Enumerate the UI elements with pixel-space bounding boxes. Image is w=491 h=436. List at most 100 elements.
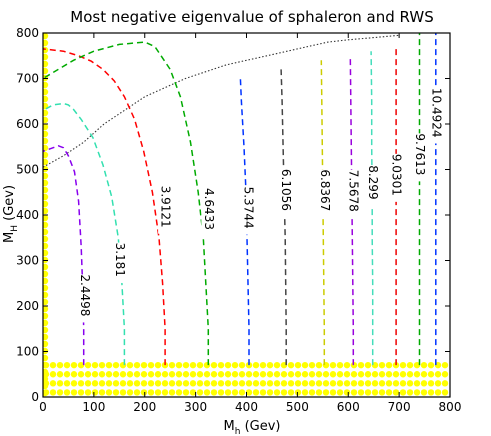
grid-marker	[105, 361, 113, 369]
grid-marker	[399, 361, 407, 369]
grid-marker	[43, 235, 49, 243]
y-axis-label: MH (Gev)	[2, 185, 20, 243]
grid-marker	[161, 380, 169, 387]
grid-marker	[336, 361, 344, 369]
contour-line	[43, 144, 85, 366]
grid-marker	[259, 389, 267, 396]
grid-marker	[238, 380, 246, 387]
grid-marker	[280, 371, 288, 378]
grid-marker	[112, 389, 120, 396]
grid-marker	[105, 389, 113, 396]
grid-marker	[378, 380, 386, 387]
grid-marker	[224, 371, 232, 378]
grid-marker	[119, 371, 127, 378]
contour-label: 4.6433	[202, 188, 216, 230]
grid-marker	[43, 95, 49, 103]
y-tick-label: 500	[16, 163, 39, 177]
grid-marker	[308, 361, 316, 369]
grid-marker	[98, 371, 106, 378]
contour-label-bg	[317, 169, 332, 218]
grid-marker	[315, 389, 323, 396]
grid-marker	[315, 380, 323, 387]
grid-marker	[43, 368, 49, 376]
grid-marker	[43, 228, 49, 236]
grid-marker	[119, 389, 127, 396]
grid-marker	[147, 380, 155, 387]
grid-marker	[43, 284, 49, 292]
grid-marker	[427, 380, 435, 387]
grid-marker	[154, 371, 162, 378]
grid-marker	[189, 371, 197, 378]
grid-marker	[392, 371, 400, 378]
grid-marker	[43, 144, 49, 152]
grid-marker	[308, 371, 316, 378]
grid-marker	[63, 380, 71, 387]
grid-marker	[434, 389, 442, 396]
grid-marker	[378, 361, 386, 369]
grid-marker	[273, 371, 281, 378]
grid-marker	[154, 361, 162, 369]
grid-marker	[238, 361, 246, 369]
grid-marker	[43, 270, 49, 278]
grid-marker	[175, 389, 183, 396]
grid-marker	[196, 389, 204, 396]
grid-marker	[43, 137, 49, 145]
y-tick-label: 700	[16, 72, 39, 86]
grid-marker	[399, 389, 407, 396]
grid-marker	[133, 389, 141, 396]
x-tick-label: 800	[439, 400, 462, 414]
grid-marker	[98, 380, 106, 387]
contour-label: 2.4498	[78, 274, 92, 316]
grid-marker	[329, 371, 337, 378]
grid-marker	[308, 389, 316, 396]
grid-marker	[43, 361, 49, 369]
grid-marker	[112, 361, 120, 369]
grid-marker	[322, 371, 330, 378]
grid-marker	[43, 151, 49, 159]
grid-marker	[154, 389, 162, 396]
grid-marker	[43, 39, 49, 47]
grid-marker	[217, 371, 225, 378]
contour-label-bg	[241, 186, 256, 235]
contour-label: 6.1056	[279, 169, 293, 211]
grid-marker	[406, 361, 414, 369]
y-tick-label: 400	[16, 208, 39, 222]
grid-marker	[140, 371, 148, 378]
contour-label-bg	[158, 185, 173, 234]
grid-marker	[43, 249, 49, 257]
grid-marker	[43, 389, 49, 397]
grid-marker	[399, 380, 407, 387]
contour-label-bg	[77, 274, 92, 323]
grid-marker	[357, 389, 365, 396]
grid-marker	[420, 371, 428, 378]
grid-marker	[392, 361, 400, 369]
grid-marker	[98, 361, 106, 369]
grid-marker	[43, 88, 49, 96]
grid-marker	[161, 361, 169, 369]
boundary-curve	[42, 34, 400, 168]
grid-marker	[266, 389, 274, 396]
grid-marker	[189, 380, 197, 387]
grid-marker	[420, 389, 428, 396]
grid-marker	[406, 371, 414, 378]
grid-marker	[252, 380, 260, 387]
grid-marker	[43, 207, 49, 215]
contour-label: 6.8367	[318, 169, 332, 211]
grid-marker	[294, 380, 302, 387]
grid-marker	[133, 371, 141, 378]
chart-title: Most negative eigenvalue of sphaleron an…	[70, 8, 433, 26]
grid-marker	[112, 371, 120, 378]
grid-marker	[266, 371, 274, 378]
grid-marker	[343, 389, 351, 396]
contour-label-bg	[412, 133, 427, 182]
grid-marker	[357, 380, 365, 387]
grid-marker	[259, 361, 267, 369]
contour-label: 3.181	[113, 243, 127, 277]
grid-marker	[350, 371, 358, 378]
grid-marker	[287, 371, 295, 378]
grid-marker	[238, 389, 246, 396]
grid-marker	[43, 340, 49, 348]
y-tick-label: 0	[31, 390, 39, 404]
grid-marker	[84, 380, 92, 387]
